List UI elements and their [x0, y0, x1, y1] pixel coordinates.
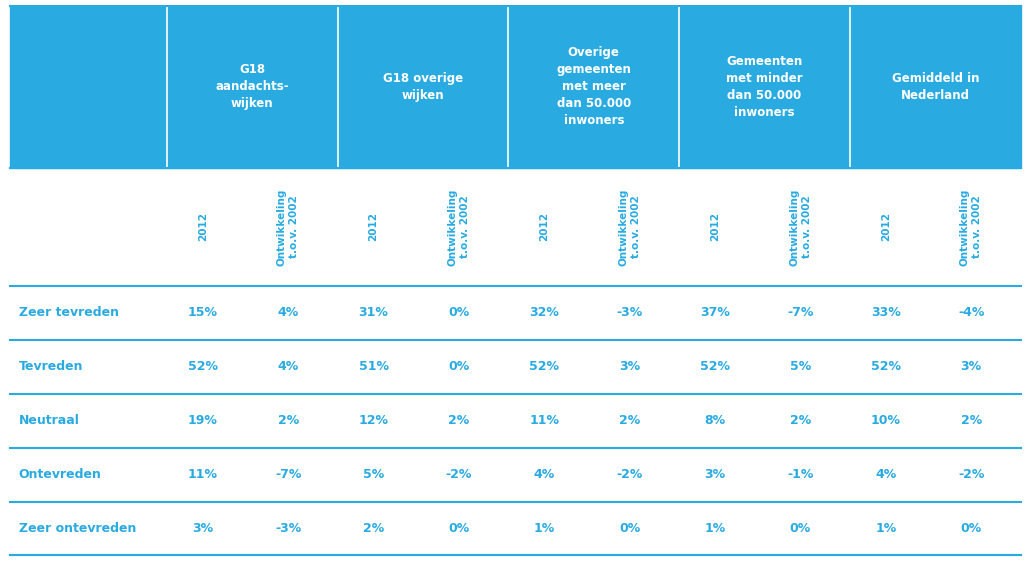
Text: 4%: 4% — [875, 468, 896, 481]
Text: Neutraal: Neutraal — [19, 414, 79, 427]
Text: 52%: 52% — [188, 360, 218, 373]
Text: 15%: 15% — [188, 306, 218, 319]
Text: 4%: 4% — [277, 306, 299, 319]
Text: 0%: 0% — [448, 360, 469, 373]
Text: Zeer ontevreden: Zeer ontevreden — [19, 522, 136, 535]
Text: 2012: 2012 — [539, 213, 550, 241]
Text: 2%: 2% — [790, 414, 811, 427]
Text: 3%: 3% — [619, 360, 640, 373]
Text: Gemiddeld in
Nederland: Gemiddeld in Nederland — [892, 72, 979, 102]
Text: Overige
gemeenten
met meer
dan 50.000
inwoners: Overige gemeenten met meer dan 50.000 in… — [557, 46, 631, 127]
Text: 2012: 2012 — [710, 213, 720, 241]
Text: 32%: 32% — [529, 306, 559, 319]
Text: Gemeenten
met minder
dan 50.000
inwoners: Gemeenten met minder dan 50.000 inwoners — [726, 55, 803, 119]
Text: Zeer tevreden: Zeer tevreden — [19, 306, 119, 319]
Text: 12%: 12% — [359, 414, 389, 427]
Text: Ontwikkeling
t.o.v. 2002: Ontwikkeling t.o.v. 2002 — [960, 188, 983, 265]
Text: 31%: 31% — [359, 306, 389, 319]
Text: G18 overige
wijken: G18 overige wijken — [383, 72, 463, 102]
Text: 52%: 52% — [871, 360, 901, 373]
Text: -7%: -7% — [275, 468, 301, 481]
Text: Ontwikkeling
t.o.v. 2002: Ontwikkeling t.o.v. 2002 — [447, 188, 470, 265]
Bar — [10, 6, 1021, 168]
Text: 2%: 2% — [961, 414, 982, 427]
Text: 52%: 52% — [700, 360, 730, 373]
Text: 5%: 5% — [363, 468, 385, 481]
Text: -7%: -7% — [788, 306, 813, 319]
Text: Ontwikkeling
t.o.v. 2002: Ontwikkeling t.o.v. 2002 — [619, 188, 641, 265]
Text: Ontwikkeling
t.o.v. 2002: Ontwikkeling t.o.v. 2002 — [789, 188, 811, 265]
Text: 2%: 2% — [448, 414, 469, 427]
Text: Tevreden: Tevreden — [19, 360, 84, 373]
Text: 3%: 3% — [704, 468, 726, 481]
Text: -2%: -2% — [617, 468, 643, 481]
Text: 4%: 4% — [534, 468, 555, 481]
Text: 2%: 2% — [363, 522, 385, 535]
Text: G18
aandachts-
wijken: G18 aandachts- wijken — [215, 63, 289, 110]
Text: -3%: -3% — [275, 522, 301, 535]
Text: 2012: 2012 — [880, 213, 891, 241]
Text: 33%: 33% — [871, 306, 901, 319]
Text: -1%: -1% — [788, 468, 813, 481]
Text: 11%: 11% — [188, 468, 218, 481]
Text: 0%: 0% — [448, 306, 469, 319]
Text: 19%: 19% — [188, 414, 218, 427]
Text: 52%: 52% — [529, 360, 559, 373]
Text: -3%: -3% — [617, 306, 642, 319]
Text: Ontwikkeling
t.o.v. 2002: Ontwikkeling t.o.v. 2002 — [277, 188, 299, 265]
Text: 1%: 1% — [875, 522, 896, 535]
Text: 2012: 2012 — [368, 213, 378, 241]
Text: 37%: 37% — [700, 306, 730, 319]
Text: -2%: -2% — [958, 468, 985, 481]
Text: 0%: 0% — [448, 522, 469, 535]
Text: 11%: 11% — [529, 414, 559, 427]
Text: 0%: 0% — [619, 522, 640, 535]
Text: 2%: 2% — [277, 414, 299, 427]
Text: 4%: 4% — [277, 360, 299, 373]
Text: 3%: 3% — [961, 360, 982, 373]
Text: 3%: 3% — [192, 522, 213, 535]
Text: 51%: 51% — [359, 360, 389, 373]
Text: 2%: 2% — [619, 414, 640, 427]
Text: 10%: 10% — [871, 414, 901, 427]
Text: 1%: 1% — [534, 522, 555, 535]
Text: 1%: 1% — [704, 522, 726, 535]
Text: Ontevreden: Ontevreden — [19, 468, 101, 481]
Text: -4%: -4% — [958, 306, 985, 319]
Text: 2012: 2012 — [198, 213, 208, 241]
Text: 8%: 8% — [704, 414, 726, 427]
Text: 0%: 0% — [961, 522, 982, 535]
Text: -2%: -2% — [445, 468, 472, 481]
Text: 5%: 5% — [790, 360, 811, 373]
Text: 0%: 0% — [790, 522, 811, 535]
